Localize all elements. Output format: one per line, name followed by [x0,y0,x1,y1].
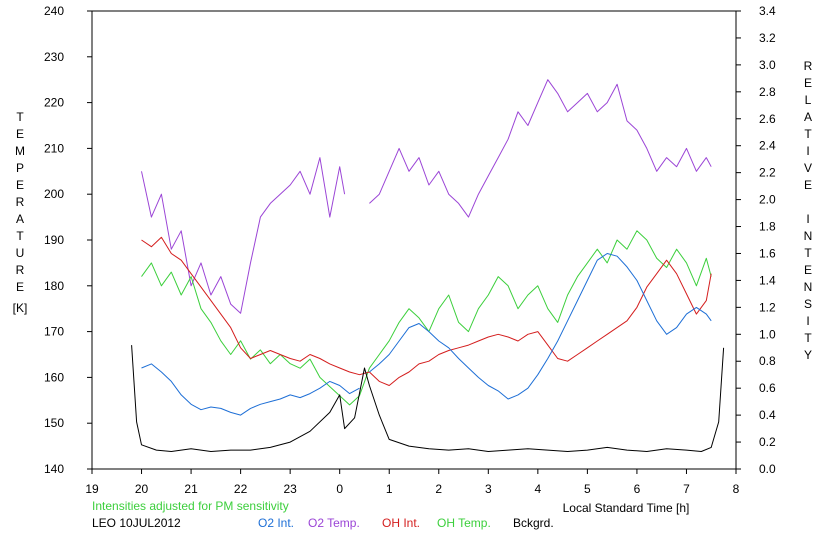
series-line [369,253,712,400]
right-tick-label: 0.8 [759,354,776,368]
left-tick-label: 200 [44,187,64,201]
legend-item: O2 Temp. [308,516,360,530]
right-tick-label: 3.4 [759,4,776,18]
left-axis-title-letter: R [16,195,25,209]
legend-item: OH Int. [382,516,420,530]
series-line [369,79,712,218]
right-tick-label: 1.2 [759,300,776,314]
right-tick-label: 1.0 [759,327,776,341]
x-tick-label: 8 [733,482,740,496]
right-tick-label: 3.2 [759,31,776,45]
right-tick-label: 2.0 [759,193,776,207]
legend-item: OH Temp. [437,516,491,530]
station-label: LEO 10JUL2012 [92,516,181,530]
legend: O2 Int. O2 Temp. OH Int. OH Temp. Bckgrd. [258,516,554,530]
legend-item: Bckgrd. [513,516,554,530]
right-axis-title-letter: T [804,331,812,345]
right-tick-label: 1.4 [759,273,776,287]
right-axis-title-letter: E [804,76,812,90]
x-tick-label: 3 [485,482,492,496]
right-axis-title-letter: R [804,59,813,73]
x-tick-label: 5 [584,482,591,496]
left-axis-title-letter: E [16,280,24,294]
right-axis-title-letter: E [804,178,812,192]
x-axis-label: Local Standard Time [h] [563,501,690,515]
x-tick-label: 0 [336,482,343,496]
series-line [141,236,712,386]
left-axis-unit: [K] [13,301,28,315]
x-tick-label: 1 [386,482,393,496]
left-axis-title-letter: M [15,144,25,158]
legend-item: O2 Int. [258,516,294,530]
x-tick-label: 20 [135,482,149,496]
right-axis-title-letter: V [804,161,812,175]
left-tick-label: 160 [44,370,64,384]
x-tick-label: 4 [535,482,542,496]
series-line [141,363,360,416]
x-tick-label: 2 [435,482,442,496]
right-tick-label: 0.0 [759,462,776,476]
right-tick-label: 0.4 [759,408,776,422]
left-y-axis: 140 150 160 170 180 190 200 210 220 230 240 [44,4,92,476]
right-tick-label: 2.2 [759,166,776,180]
left-axis-title-letter: R [16,263,25,277]
right-axis-title-letter: N [804,280,813,294]
left-tick-label: 230 [44,50,64,64]
series-line [131,345,725,452]
x-tick-label: 19 [85,482,99,496]
right-tick-label: 2.6 [759,112,776,126]
right-tick-label: 2.4 [759,139,776,153]
series-layer [131,79,725,452]
left-axis-title-letter: E [16,178,24,192]
x-axis: 19 20 21 22 23 0 1 2 3 4 5 6 7 8 [85,469,740,496]
right-y-axis: 0.0 0.2 0.4 0.6 0.8 1.0 1.2 1.4 1.6 1.8 2.0 2.2 2.4 2… [736,4,776,476]
left-axis-title-letter: P [16,161,24,175]
right-axis-title-letter: T [804,127,812,141]
right-axis-title-letter: I [806,144,809,158]
left-tick-label: 140 [44,462,64,476]
left-tick-label: 190 [44,233,64,247]
x-tick-label: 22 [234,482,248,496]
x-tick-label: 21 [184,482,198,496]
right-axis-title-letter: L [805,93,812,107]
left-axis-title-letter: U [16,246,25,260]
left-tick-label: 150 [44,416,64,430]
right-axis-title-letter: A [804,110,812,124]
right-tick-label: 2.8 [759,85,776,99]
right-tick-label: 1.6 [759,246,776,260]
right-axis-title-letter: T [804,246,812,260]
left-axis-title-letter: T [16,229,24,243]
left-tick-label: 220 [44,96,64,110]
right-axis-title-letter: E [804,263,812,277]
left-axis-title-letter: A [16,212,24,226]
right-axis-title-letter: Y [804,348,812,362]
right-axis-title-letter: I [806,314,809,328]
left-tick-label: 240 [44,4,64,18]
series-line [141,157,346,314]
right-tick-label: 0.6 [759,381,776,395]
left-tick-label: 180 [44,279,64,293]
right-tick-label: 3.0 [759,58,776,72]
right-axis-title-letter: N [804,229,813,243]
sensitivity-note: Intensities adjusted for PM sensitivity [92,499,289,513]
x-tick-label: 6 [634,482,641,496]
right-tick-label: 1.8 [759,220,776,234]
x-tick-label: 23 [283,482,297,496]
left-tick-label: 210 [44,141,64,155]
left-tick-label: 170 [44,325,64,339]
x-tick-label: 7 [683,482,690,496]
right-axis-title-letter: I [806,212,809,226]
right-axis-title-letter: S [804,297,812,311]
left-axis-title-letter: E [16,127,24,141]
left-axis-title-letter: T [16,110,24,124]
right-tick-label: 0.2 [759,435,776,449]
